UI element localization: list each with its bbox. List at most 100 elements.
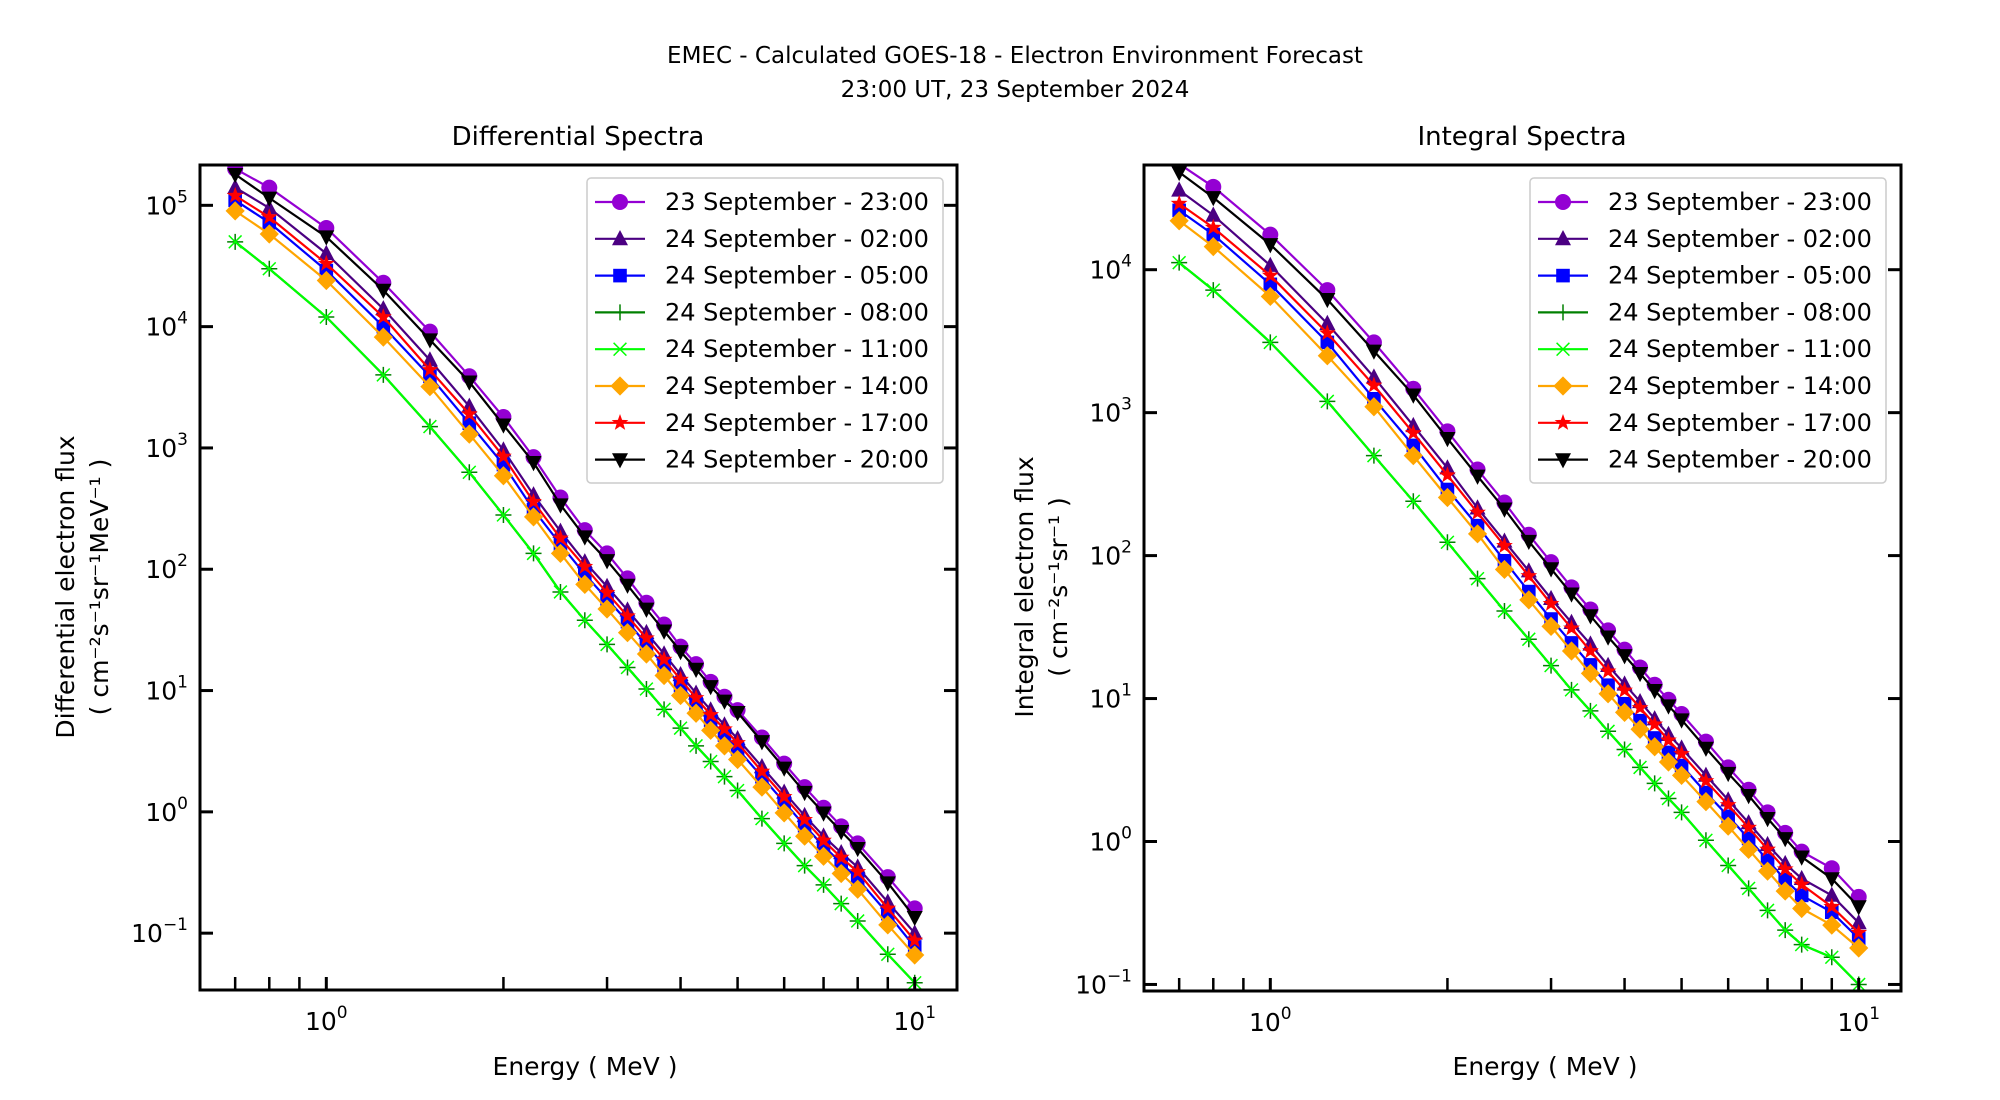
legend-entry: 24 September - 14:00 [595,372,929,400]
data-point [1760,853,1775,868]
data-point [1739,839,1759,860]
data-point [375,300,392,316]
data-point [1631,699,1649,715]
series-differential-7 [227,167,923,927]
data-point [1777,832,1794,848]
data-point [1364,397,1384,417]
legend-label: 24 September - 02:00 [1608,225,1872,253]
data-point [1646,715,1663,732]
legend-entry: 24 September - 17:00 [595,409,929,437]
data-point [1169,211,1189,231]
data-point [1497,604,1512,618]
data-point [619,607,636,624]
data-point [831,863,851,884]
data-point [226,186,244,203]
data-point [687,689,705,705]
legend-label: 24 September - 05:00 [665,262,929,290]
legend-label: 24 September - 20:00 [1608,446,1872,474]
legend-entry: 24 September - 02:00 [595,225,929,253]
data-point [1794,888,1809,903]
data-point [1404,424,1422,441]
legend-marker-plus [612,304,628,321]
y-tick-label: 103 [1089,395,1132,428]
data-point [1260,286,1280,307]
data-point [552,498,569,514]
data-point [1660,731,1677,748]
data-point [619,578,636,594]
legend-entry: 23 September - 23:00 [595,188,929,216]
data-point [848,879,868,899]
data-point [1171,181,1188,197]
data-point [1439,432,1456,448]
data-point [526,546,541,561]
y-tick-label: 100 [145,794,188,827]
data-point [1645,737,1665,757]
legend-entry: 24 September - 20:00 [1538,446,1872,474]
figure-title-line2: 23:00 UT, 23 September 2024 [841,77,1190,103]
data-point [717,769,732,784]
data-point [672,645,689,661]
data-point [1699,833,1713,848]
legend-entry: 24 September - 08:00 [595,298,929,326]
legend-marker-circle [612,194,628,210]
series-integral-7 [1171,165,1867,916]
data-point [1582,642,1599,659]
data-point [639,682,654,696]
data-point [1850,923,1868,940]
data-point [1582,609,1599,625]
y-tick-label: 102 [1089,538,1132,571]
data-point [879,899,897,916]
data-point [1721,809,1735,824]
data-point [1617,742,1632,757]
data-point [597,599,617,619]
series-differential-6 [226,186,924,948]
data-point [774,803,794,823]
data-point [421,333,438,349]
legend-entry: 24 September - 17:00 [1538,409,1872,437]
data-point [260,208,278,225]
data-point [1718,816,1738,836]
data-point [1794,937,1809,952]
legend-entry: 24 September - 08:00 [1538,298,1872,326]
data-point [1406,494,1421,509]
data-point [670,685,691,706]
axes-frame-differential [198,163,959,992]
series-integral-4 [1172,255,1866,991]
legend-box [1529,177,1887,484]
data-point [1171,165,1188,182]
data-point [550,543,571,564]
data-point [1563,619,1580,636]
data-point [795,826,815,846]
x-axis-label-integral: Energy ( MeV ) [1453,1052,1638,1081]
x-tick-label: 100 [305,1003,348,1036]
data-point [1467,524,1488,544]
data-point [1741,881,1756,896]
legend-differential: 23 September - 23:00 24 September - 02:00… [586,177,944,484]
data-point [796,785,813,802]
axes-frame-integral [1142,163,1903,993]
data-point [1674,758,1689,773]
data-point [1583,703,1598,718]
legend-entry: 24 September - 11:00 [595,335,929,363]
data-point [493,466,514,486]
data-point [553,585,568,599]
data-point [1319,314,1336,330]
data-point [261,199,278,215]
data-point [420,377,440,397]
data-point [576,530,593,546]
data-point [638,629,655,646]
data-point [1544,658,1558,673]
y-tick-label: 10−1 [1075,966,1132,999]
data-point [421,361,439,377]
data-point [813,846,834,866]
data-point [1696,792,1716,812]
data-point [525,455,542,472]
data-point [879,876,896,892]
data-point [1823,886,1840,902]
data-point [1496,502,1513,518]
legend-marker-triangle-up [612,230,628,246]
data-point [1850,900,1867,916]
data-point [727,749,748,770]
data-point [1632,666,1649,683]
data-point [1543,562,1560,578]
